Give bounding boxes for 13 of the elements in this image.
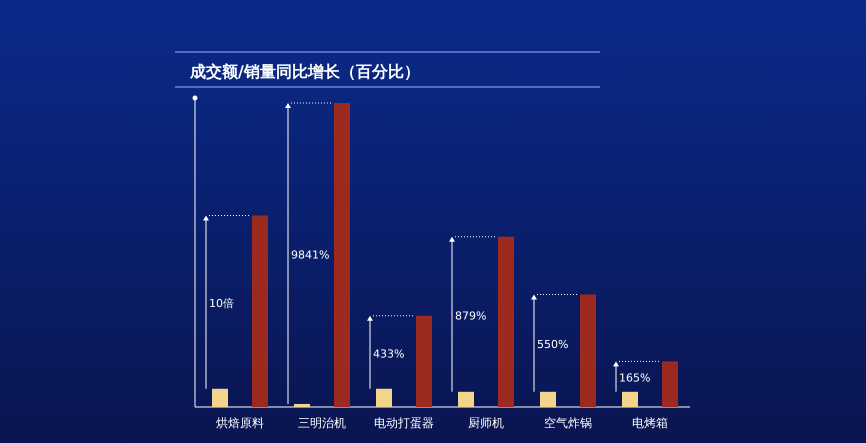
- x-tick-label: 空气炸锅: [544, 416, 592, 430]
- annotation: 9841%: [291, 248, 330, 262]
- annotation: 879%: [455, 309, 486, 322]
- x-tick-label: 电动打蛋器: [374, 416, 434, 430]
- x-tick-label: 三明治机: [298, 416, 346, 430]
- annotation: 550%: [537, 338, 568, 352]
- annotation: 10倍: [209, 297, 234, 310]
- chart-title: 成交额/销量同比增长（百分比）: [189, 62, 420, 81]
- annotation: 433%: [373, 347, 404, 360]
- x-tick-label: 烘焙原料: [216, 416, 264, 430]
- annotation: 165%: [619, 372, 650, 385]
- x-tick-label: 电烤箱: [632, 416, 668, 430]
- x-tick-label: 厨师机: [468, 416, 504, 430]
